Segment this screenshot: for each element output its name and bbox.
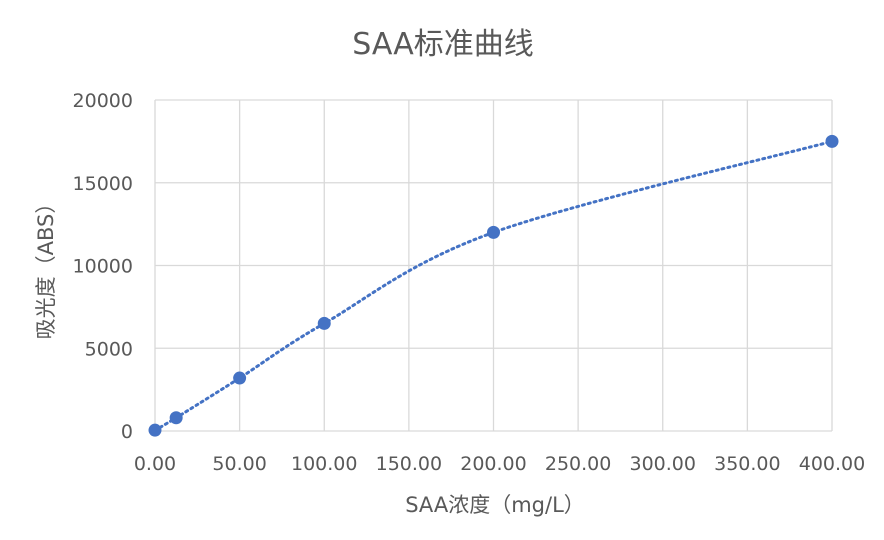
x-tick-label: 100.00 [291, 453, 357, 475]
data-point [148, 423, 162, 437]
x-tick-label: 250.00 [545, 453, 611, 475]
y-tick-label: 5000 [85, 338, 133, 360]
y-tick-label: 10000 [73, 256, 133, 278]
data-point [233, 371, 247, 385]
x-tick-label: 350.00 [714, 453, 780, 475]
x-tick-label: 0.00 [134, 453, 176, 475]
x-tick-label: 50.00 [212, 453, 266, 475]
x-tick-label: 200.00 [460, 453, 526, 475]
x-tick-labels: 0.00 50.00 100.00 150.00 200.00 250.00 300.00 3… [134, 453, 865, 475]
data-point [317, 316, 331, 330]
x-tick-label: 150.00 [376, 453, 442, 475]
data-points [148, 134, 839, 437]
data-point [825, 134, 839, 148]
x-axis-label: SAA浓度（mg/L） [405, 493, 585, 517]
x-tick-label: 300.00 [630, 453, 696, 475]
y-tick-labels: 0 5000 10000 15000 20000 [73, 90, 133, 443]
y-axis-label: 吸光度（ABS） [34, 193, 58, 340]
y-tick-label: 0 [121, 421, 133, 443]
y-tick-label: 15000 [73, 173, 133, 195]
x-tick-label: 400.00 [799, 453, 865, 475]
data-point [169, 411, 183, 425]
chart-title: SAA标准曲线 [352, 27, 533, 62]
grid-layer [154, 99, 833, 432]
y-tick-label: 20000 [73, 90, 133, 112]
data-point [487, 225, 500, 239]
